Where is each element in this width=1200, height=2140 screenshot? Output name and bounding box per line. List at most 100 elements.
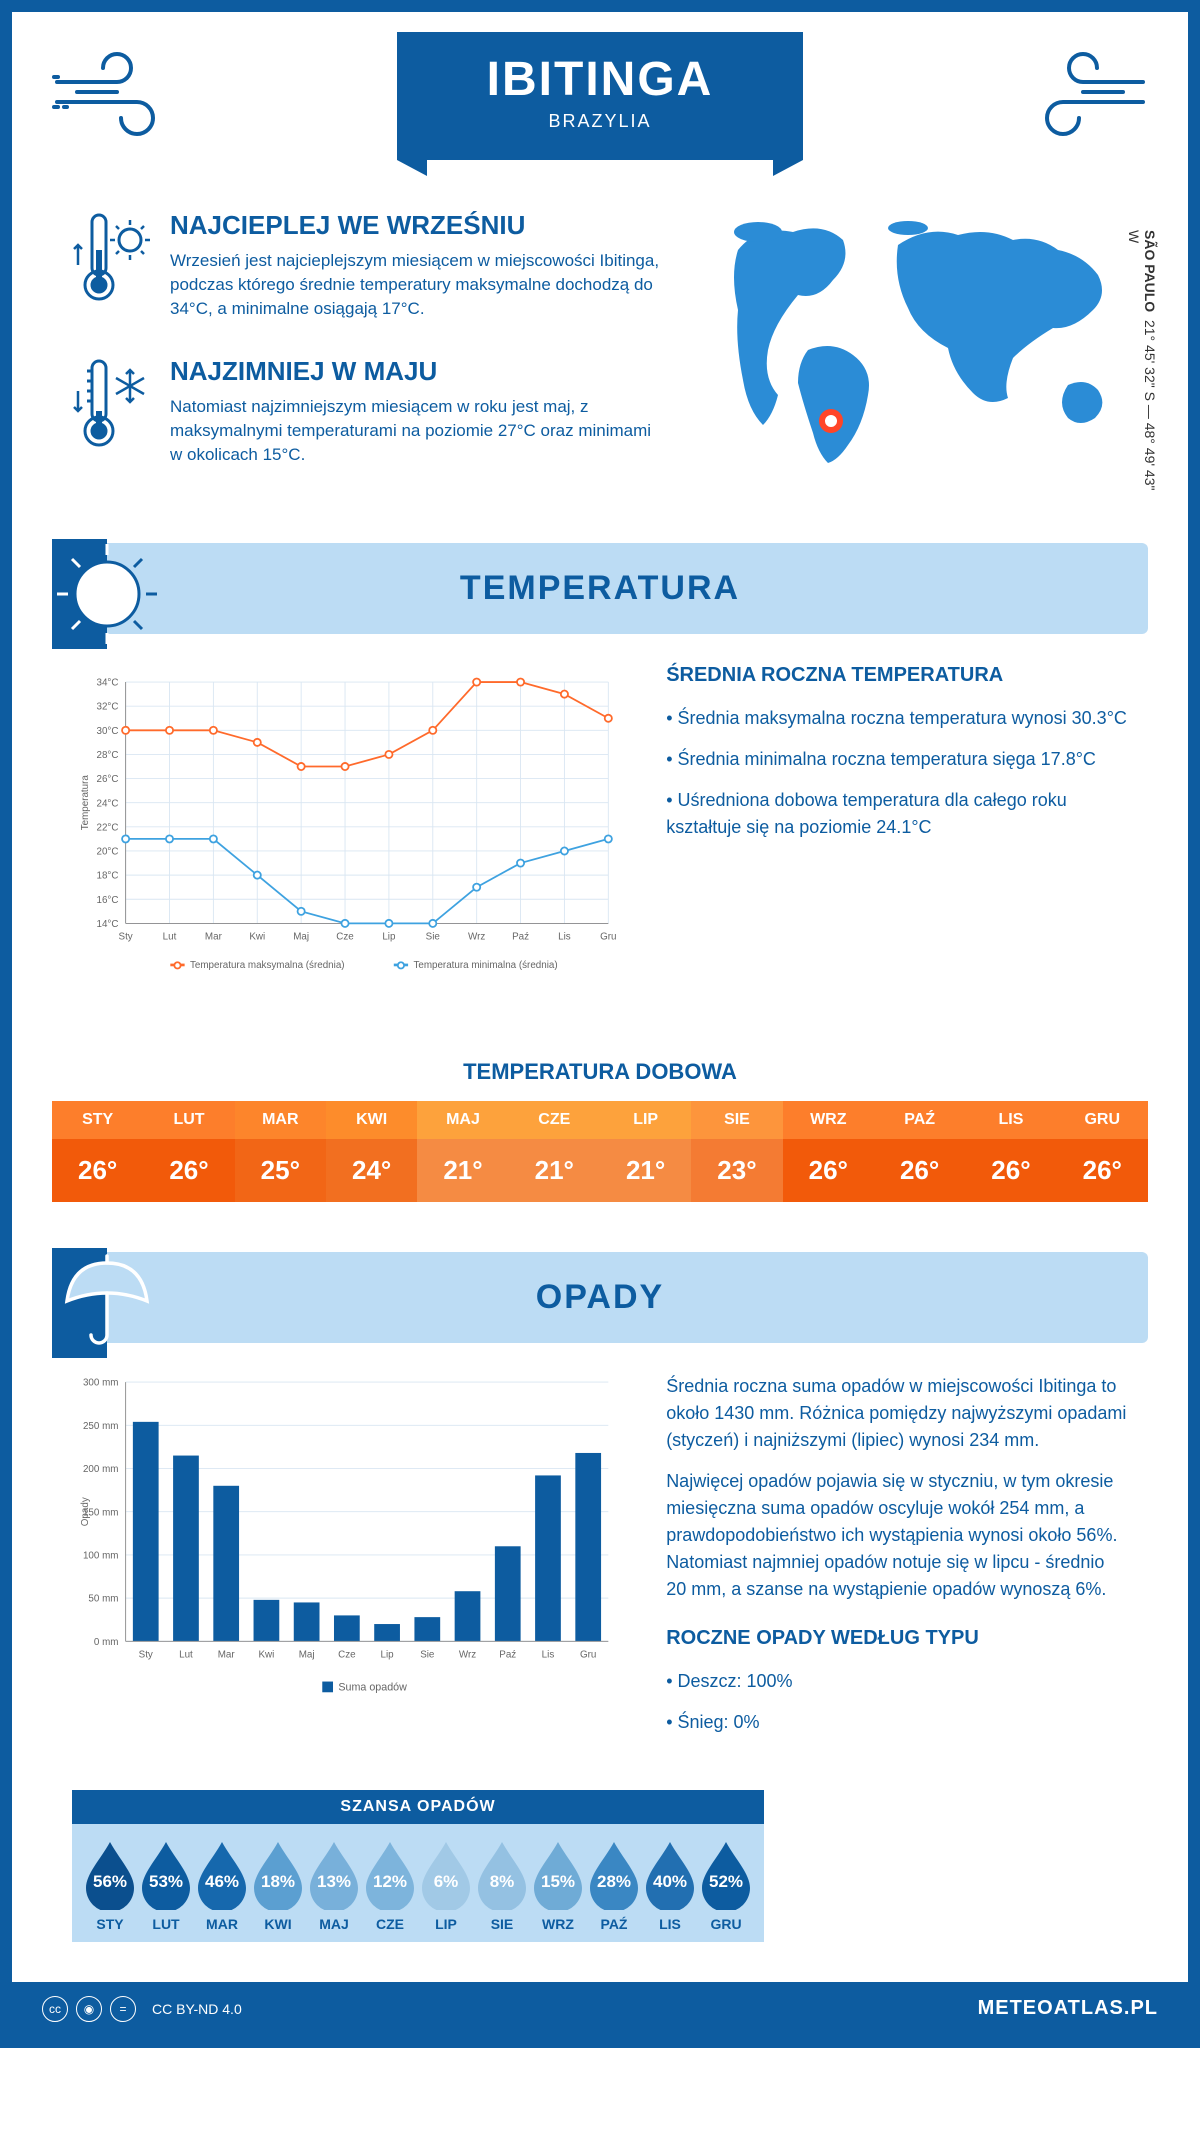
rain-chance-drop: 28% PAŹ	[586, 1840, 642, 1932]
svg-text:Kwi: Kwi	[249, 931, 265, 942]
temp-summary-title: ŚREDNIA ROCZNA TEMPERATURA	[666, 664, 1128, 687]
daily-temp-title: TEMPERATURA DOBOWA	[12, 1059, 1188, 1085]
svg-text:300 mm: 300 mm	[83, 1377, 119, 1388]
svg-text:32°C: 32°C	[97, 702, 119, 713]
svg-text:Maj: Maj	[293, 931, 309, 942]
svg-text:Wrz: Wrz	[459, 1649, 476, 1660]
by-icon: ◉	[76, 1996, 102, 2022]
svg-text:34°C: 34°C	[97, 677, 119, 688]
svg-text:Opady: Opady	[80, 1497, 91, 1526]
license-text: CC BY-ND 4.0	[152, 2001, 242, 2017]
rain-chance-drop: 40% LIS	[642, 1840, 698, 1932]
daily-temp-cell: KWI24°	[326, 1101, 417, 1202]
daily-temp-cell: CZE21°	[509, 1101, 600, 1202]
svg-text:Lip: Lip	[382, 931, 396, 942]
country-name: BRAZYLIA	[487, 111, 714, 132]
footer-license: cc ◉ = CC BY-ND 4.0	[42, 1996, 242, 2022]
svg-text:Cze: Cze	[336, 931, 354, 942]
daily-temp-cell: LUT26°	[143, 1101, 234, 1202]
svg-text:18°C: 18°C	[97, 870, 119, 881]
facts-column: NAJCIEPLEJ WE WRZEŚNIU Wrzesień jest naj…	[72, 210, 668, 503]
svg-text:Cze: Cze	[338, 1649, 356, 1660]
title-banner: IBITINGA BRAZYLIA	[397, 32, 804, 160]
world-map-icon	[698, 210, 1128, 470]
svg-text:Lut: Lut	[163, 931, 177, 942]
rain-type-item: • Deszcz: 100%	[666, 1668, 1128, 1695]
daily-temp-cell: WRZ26°	[783, 1101, 874, 1202]
page: IBITINGA BRAZYLIA	[0, 0, 1200, 2048]
svg-text:200 mm: 200 mm	[83, 1464, 119, 1475]
rain-chance-drop: 53% LUT	[138, 1840, 194, 1932]
svg-text:Paź: Paź	[512, 931, 529, 942]
precipitation-bar-chart: 0 mm50 mm100 mm150 mm200 mm250 mm300 mmS…	[72, 1373, 626, 1750]
temp-summary-item: • Średnia maksymalna roczna temperatura …	[666, 705, 1128, 732]
precipitation-row: 0 mm50 mm100 mm150 mm200 mm250 mm300 mmS…	[12, 1373, 1188, 1790]
svg-text:Paź: Paź	[499, 1649, 516, 1660]
daily-temp-cell: LIP21°	[600, 1101, 691, 1202]
umbrella-icon	[52, 1248, 162, 1358]
intro-section: NAJCIEPLEJ WE WRZEŚNIU Wrzesień jest naj…	[12, 200, 1188, 543]
cc-icon: cc	[42, 1996, 68, 2022]
svg-text:24°C: 24°C	[97, 798, 119, 809]
svg-text:0 mm: 0 mm	[94, 1637, 119, 1648]
svg-text:Lip: Lip	[381, 1649, 395, 1660]
svg-text:16°C: 16°C	[97, 895, 119, 906]
daily-temp-table: STY26°LUT26°MAR25°KWI24°MAJ21°CZE21°LIP2…	[52, 1101, 1148, 1202]
svg-text:22°C: 22°C	[97, 822, 119, 833]
rain-types-title: ROCZNE OPADY WEDŁUG TYPU	[666, 1627, 1128, 1650]
svg-text:Temperatura maksymalna (średni: Temperatura maksymalna (średnia)	[190, 960, 345, 971]
rain-summary-p2: Najwięcej opadów pojawia się w styczniu,…	[666, 1468, 1128, 1603]
temperature-row: 14°C16°C18°C20°C22°C24°C26°C28°C30°C32°C…	[12, 664, 1188, 1049]
rain-chance-drop: 18% KWI	[250, 1840, 306, 1932]
location-marker-icon	[819, 409, 843, 433]
temp-summary-item: • Średnia minimalna roczna temperatura s…	[666, 746, 1128, 773]
daily-temp-cell: GRU26°	[1057, 1101, 1148, 1202]
fact-warm-text: Wrzesień jest najcieplejszym miesiącem w…	[170, 249, 668, 320]
rain-chance-drop: 12% CZE	[362, 1840, 418, 1932]
city-name: IBITINGA	[487, 52, 714, 107]
header: IBITINGA BRAZYLIA	[12, 12, 1188, 200]
map-container: SÃO PAULO 21° 45' 32" S — 48° 49' 43" W	[698, 210, 1128, 503]
svg-text:14°C: 14°C	[97, 919, 119, 930]
svg-text:Gru: Gru	[600, 931, 616, 942]
temperature-summary: ŚREDNIA ROCZNA TEMPERATURA • Średnia mak…	[666, 664, 1128, 1009]
section-temperature-label: TEMPERATURA	[460, 569, 740, 607]
svg-text:Sie: Sie	[420, 1649, 435, 1660]
rain-summary-p1: Średnia roczna suma opadów w miejscowośc…	[666, 1373, 1128, 1454]
svg-text:Wrz: Wrz	[468, 931, 485, 942]
svg-text:Mar: Mar	[205, 931, 223, 942]
precipitation-summary: Średnia roczna suma opadów w miejscowośc…	[666, 1373, 1128, 1750]
temp-summary-item: • Uśredniona dobowa temperatura dla całe…	[666, 787, 1128, 841]
svg-text:30°C: 30°C	[97, 726, 119, 737]
temperature-line-chart: 14°C16°C18°C20°C22°C24°C26°C28°C30°C32°C…	[72, 664, 626, 1009]
svg-text:Sty: Sty	[119, 931, 133, 942]
coordinates-label: SÃO PAULO 21° 45' 32" S — 48° 49' 43" W	[1126, 230, 1158, 503]
rain-chance-drop: 15% WRZ	[530, 1840, 586, 1932]
footer: cc ◉ = CC BY-ND 4.0 METEOATLAS.PL	[12, 1982, 1188, 2036]
rain-chance-drop: 52% GRU	[698, 1840, 754, 1932]
svg-text:Lut: Lut	[179, 1649, 193, 1660]
footer-site: METEOATLAS.PL	[978, 1997, 1158, 2020]
section-banner-temperature: TEMPERATURA	[52, 543, 1148, 634]
section-banner-precipitation: OPADY	[52, 1252, 1148, 1343]
fact-cold-title: NAJZIMNIEJ W MAJU	[170, 356, 668, 387]
daily-temp-cell: PAŹ26°	[874, 1101, 965, 1202]
rain-chance-panel: SZANSA OPADÓW 56% STY 53% LUT 46% MAR 18…	[72, 1790, 764, 1942]
wind-icon	[52, 42, 192, 142]
daily-temp-cell: LIS26°	[965, 1101, 1056, 1202]
svg-text:Mar: Mar	[218, 1649, 236, 1660]
svg-text:50 mm: 50 mm	[88, 1593, 118, 1604]
svg-text:100 mm: 100 mm	[83, 1550, 119, 1561]
fact-coldest: NAJZIMNIEJ W MAJU Natomiast najzimniejsz…	[72, 356, 668, 466]
rain-chance-drop: 8% SIE	[474, 1840, 530, 1932]
fact-warmest: NAJCIEPLEJ WE WRZEŚNIU Wrzesień jest naj…	[72, 210, 668, 320]
rain-chance-drop: 56% STY	[82, 1840, 138, 1932]
svg-text:250 mm: 250 mm	[83, 1421, 119, 1432]
svg-text:Lis: Lis	[558, 931, 571, 942]
sun-icon	[52, 539, 162, 649]
svg-text:26°C: 26°C	[97, 774, 119, 785]
daily-temp-cell: STY26°	[52, 1101, 143, 1202]
rain-chance-drop: 13% MAJ	[306, 1840, 362, 1932]
rain-chance-drop: 6% LIP	[418, 1840, 474, 1932]
svg-text:Kwi: Kwi	[258, 1649, 274, 1660]
